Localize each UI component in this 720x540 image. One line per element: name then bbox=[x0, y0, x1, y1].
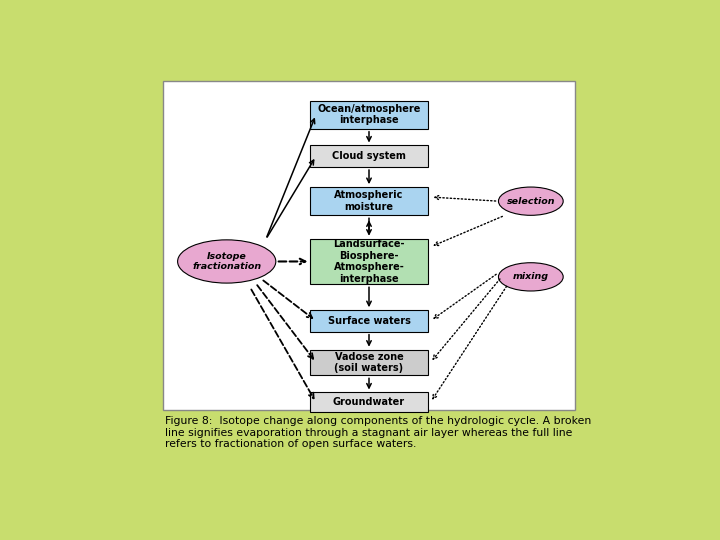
Text: Groundwater: Groundwater bbox=[333, 397, 405, 407]
Ellipse shape bbox=[498, 263, 563, 291]
Text: Surface waters: Surface waters bbox=[328, 316, 410, 326]
Text: mixing: mixing bbox=[513, 272, 549, 281]
Text: Ocean/atmosphere
interphase: Ocean/atmosphere interphase bbox=[318, 104, 420, 125]
Text: Isotope
fractionation: Isotope fractionation bbox=[192, 252, 261, 271]
FancyBboxPatch shape bbox=[163, 82, 575, 410]
FancyBboxPatch shape bbox=[310, 100, 428, 129]
Text: Atmospheric
moisture: Atmospheric moisture bbox=[334, 191, 404, 212]
FancyBboxPatch shape bbox=[310, 393, 428, 413]
Ellipse shape bbox=[178, 240, 276, 283]
FancyBboxPatch shape bbox=[310, 145, 428, 167]
FancyBboxPatch shape bbox=[310, 239, 428, 285]
Text: Figure 8:  Isotope change along components of the hydrologic cycle. A broken
lin: Figure 8: Isotope change along component… bbox=[166, 416, 592, 449]
Text: Vadose zone
(soil waters): Vadose zone (soil waters) bbox=[334, 352, 404, 373]
FancyBboxPatch shape bbox=[310, 349, 428, 375]
Text: Cloud system: Cloud system bbox=[332, 151, 406, 161]
FancyBboxPatch shape bbox=[310, 187, 428, 215]
FancyBboxPatch shape bbox=[310, 310, 428, 332]
Text: Landsurface-
Biosphere-
Atmosphere-
interphase: Landsurface- Biosphere- Atmosphere- inte… bbox=[333, 239, 405, 284]
Text: selection: selection bbox=[507, 197, 555, 206]
Ellipse shape bbox=[498, 187, 563, 215]
